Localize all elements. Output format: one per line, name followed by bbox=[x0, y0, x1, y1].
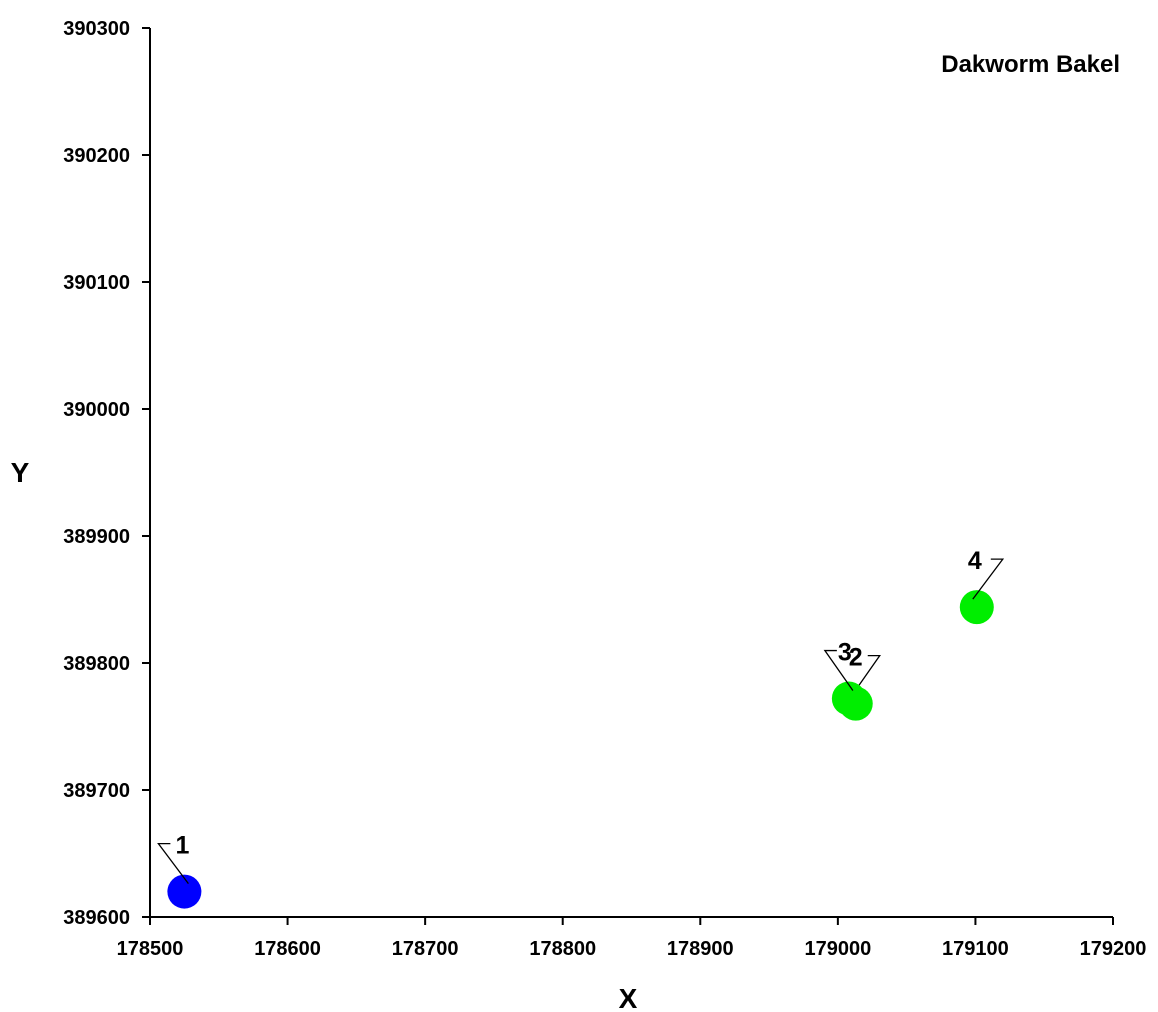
y-tick-label: 390000 bbox=[63, 399, 130, 421]
axes: 178500 178600 178700 178800 178900 179000 1791… bbox=[63, 18, 1146, 960]
x-tick-label: 179100 bbox=[942, 938, 1009, 960]
x-tick-label: 178600 bbox=[254, 938, 321, 960]
y-tick-label: 389900 bbox=[63, 526, 130, 548]
x-axis-label: X bbox=[619, 983, 638, 1012]
x-tick-label: 178500 bbox=[117, 938, 184, 960]
point-leader-line bbox=[823, 649, 854, 691]
y-tick-label: 390300 bbox=[63, 18, 130, 40]
y-tick-label: 390200 bbox=[63, 145, 130, 167]
data-point-1 bbox=[167, 874, 202, 909]
data-point-3 bbox=[831, 681, 866, 716]
y-tick-label: 389700 bbox=[63, 780, 130, 802]
y-tick-label: 389600 bbox=[63, 907, 130, 929]
x-tick-label: 179200 bbox=[1080, 938, 1147, 960]
x-tick-label: 179000 bbox=[804, 938, 871, 960]
x-tick-label: 178800 bbox=[529, 938, 596, 960]
data-point-4 bbox=[959, 590, 994, 625]
y-axis-label: Y bbox=[11, 457, 30, 488]
x-tick-label: 178700 bbox=[392, 938, 459, 960]
point-label: 1 bbox=[175, 832, 189, 860]
point-leader-line bbox=[851, 654, 881, 697]
data-points: 1 23 4 bbox=[157, 547, 1005, 909]
x-tick-label: 178900 bbox=[667, 938, 734, 960]
point-leader-line bbox=[157, 842, 189, 884]
y-tick-label: 389800 bbox=[63, 653, 130, 675]
chart-title: Dakworm Bakel bbox=[941, 51, 1120, 78]
point-label: 4 bbox=[968, 547, 982, 575]
y-tick-label: 390100 bbox=[63, 272, 130, 294]
point-label: 2 bbox=[849, 644, 863, 672]
point-leader-line bbox=[972, 558, 1005, 600]
point-label: 3 bbox=[838, 639, 852, 667]
